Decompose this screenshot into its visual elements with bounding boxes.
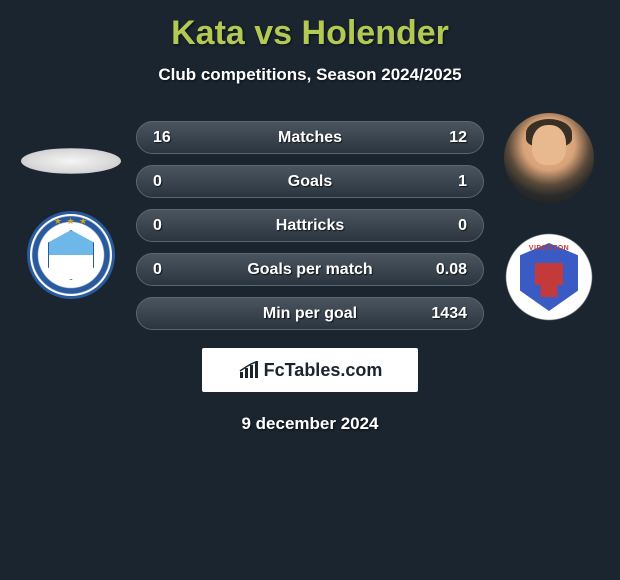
stat-row-min-per-goal: Min per goal 1434 xyxy=(136,297,484,330)
stat-left-value: 16 xyxy=(153,129,171,147)
page-title: Kata vs Holender xyxy=(171,14,449,53)
stats-column: 16 Matches 12 0 Goals 1 0 Hattricks 0 0 … xyxy=(136,121,484,330)
left-player-column xyxy=(6,113,136,299)
chart-icon xyxy=(238,361,260,379)
stat-label: Min per goal xyxy=(263,305,357,323)
right-player-column: VIDEOTON xyxy=(484,113,614,321)
date-text: 9 december 2024 xyxy=(241,414,378,434)
brand-badge: FcTables.com xyxy=(202,348,418,392)
right-club-text: VIDEOTON xyxy=(505,245,593,252)
stat-row-goals-per-match: 0 Goals per match 0.08 xyxy=(136,253,484,286)
brand-text: FcTables.com xyxy=(264,360,383,381)
stat-label: Matches xyxy=(278,129,342,147)
right-player-photo xyxy=(504,113,594,203)
stat-row-matches: 16 Matches 12 xyxy=(136,121,484,154)
right-club-logo: VIDEOTON xyxy=(505,233,593,321)
subtitle: Club competitions, Season 2024/2025 xyxy=(158,65,461,85)
left-club-logo xyxy=(27,211,115,299)
stat-right-value: 12 xyxy=(449,129,467,147)
stat-row-goals: 0 Goals 1 xyxy=(136,165,484,198)
stat-left-value: 0 xyxy=(153,217,162,235)
stat-label: Hattricks xyxy=(276,217,344,235)
stat-label: Goals xyxy=(288,173,332,191)
main-row: 16 Matches 12 0 Goals 1 0 Hattricks 0 0 … xyxy=(0,113,620,330)
stat-right-value: 1 xyxy=(458,173,467,191)
comparison-card: Kata vs Holender Club competitions, Seas… xyxy=(0,0,620,444)
stat-right-value: 1434 xyxy=(431,305,467,323)
stat-left-value: 0 xyxy=(153,173,162,191)
stat-row-hattricks: 0 Hattricks 0 xyxy=(136,209,484,242)
left-player-placeholder xyxy=(21,148,121,174)
stat-right-value: 0.08 xyxy=(436,261,467,279)
stat-left-value: 0 xyxy=(153,261,162,279)
stat-right-value: 0 xyxy=(458,217,467,235)
stat-label: Goals per match xyxy=(247,261,372,279)
